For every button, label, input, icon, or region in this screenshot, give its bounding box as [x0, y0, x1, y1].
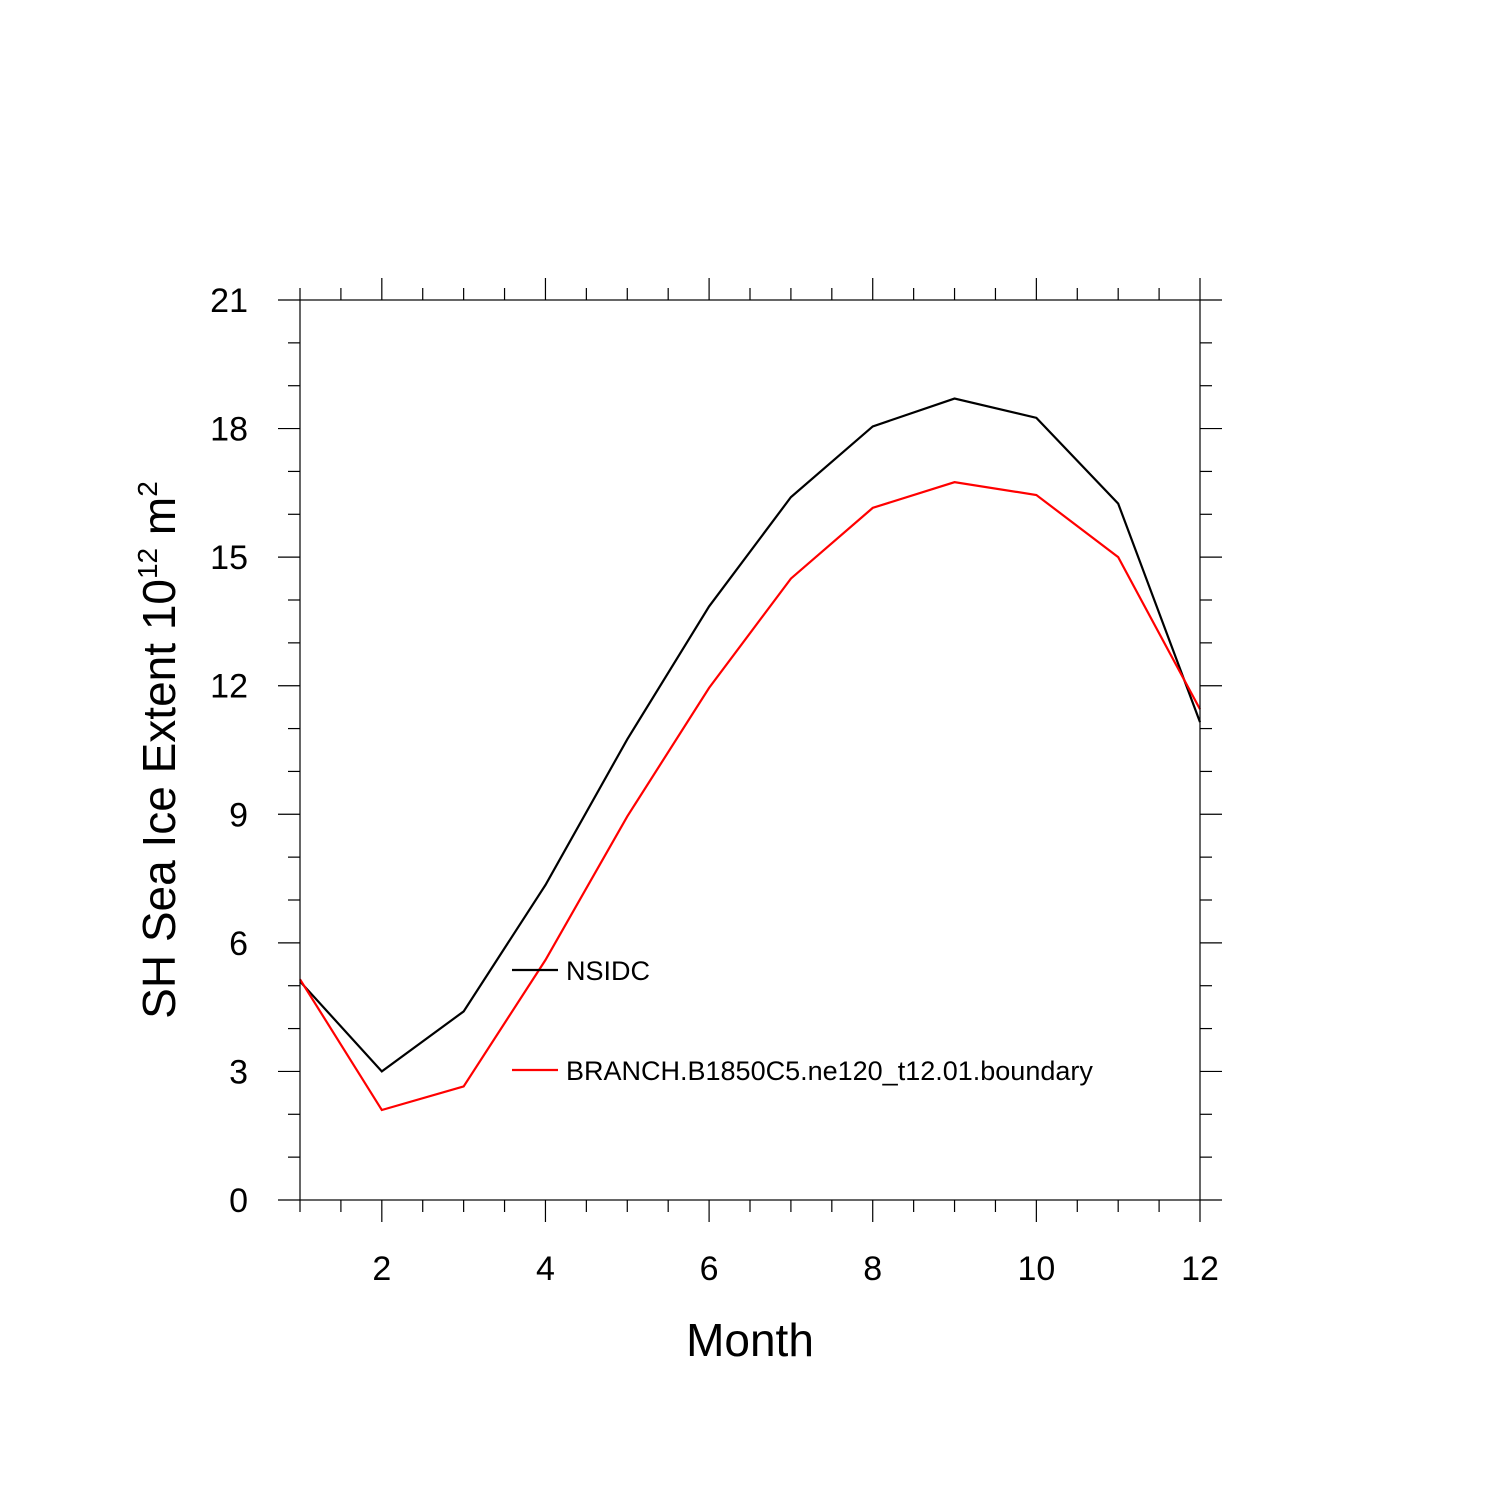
legend-label-1: NSIDC: [566, 956, 650, 986]
y-axis-title: SH Sea Ice Extent 1012 m2: [132, 481, 185, 1019]
x-tick-label: 2: [372, 1250, 391, 1288]
y-tick-label: 21: [210, 282, 248, 320]
x-axis-title: Month: [686, 1314, 814, 1366]
y-tick-label: 15: [210, 539, 248, 577]
y-axis-title-unit: m: [133, 497, 185, 548]
x-tick-label: 6: [700, 1250, 719, 1288]
x-tick-label: 10: [1017, 1250, 1055, 1288]
tick-labels: 2 4 6 8 10 12 0 3 6 9 12 15 18 21: [210, 282, 1219, 1288]
y-axis-title-prefix: SH Sea Ice Extent 10: [133, 579, 185, 1019]
y-tick-label: 9: [229, 796, 248, 834]
series-line-2: [299, 481, 1201, 1112]
y-tick-label: 6: [229, 925, 248, 963]
y-tick-label: 12: [210, 668, 248, 706]
legend: NSIDC BRANCH.B1850C5.ne120_t12.01.boundar…: [512, 956, 1093, 1086]
series-lines: [299, 397, 1202, 1112]
x-tick-label: 8: [863, 1250, 882, 1288]
y-axis-title-unit-exponent: 2: [132, 481, 163, 497]
x-tick-label: 4: [536, 1250, 555, 1288]
y-tick-label: 18: [210, 411, 248, 449]
series-line-1: [299, 397, 1202, 1073]
y-tick-label: 0: [229, 1182, 248, 1220]
y-tick-label: 3: [229, 1053, 248, 1091]
y-axis-title-exponent: 12: [132, 548, 163, 579]
x-tick-label: 12: [1181, 1250, 1219, 1288]
legend-label-2: BRANCH.B1850C5.ne120_t12.01.boundary: [566, 1056, 1093, 1086]
plot-frame: [299, 299, 1201, 1201]
axis-ticks: [278, 278, 1222, 1222]
